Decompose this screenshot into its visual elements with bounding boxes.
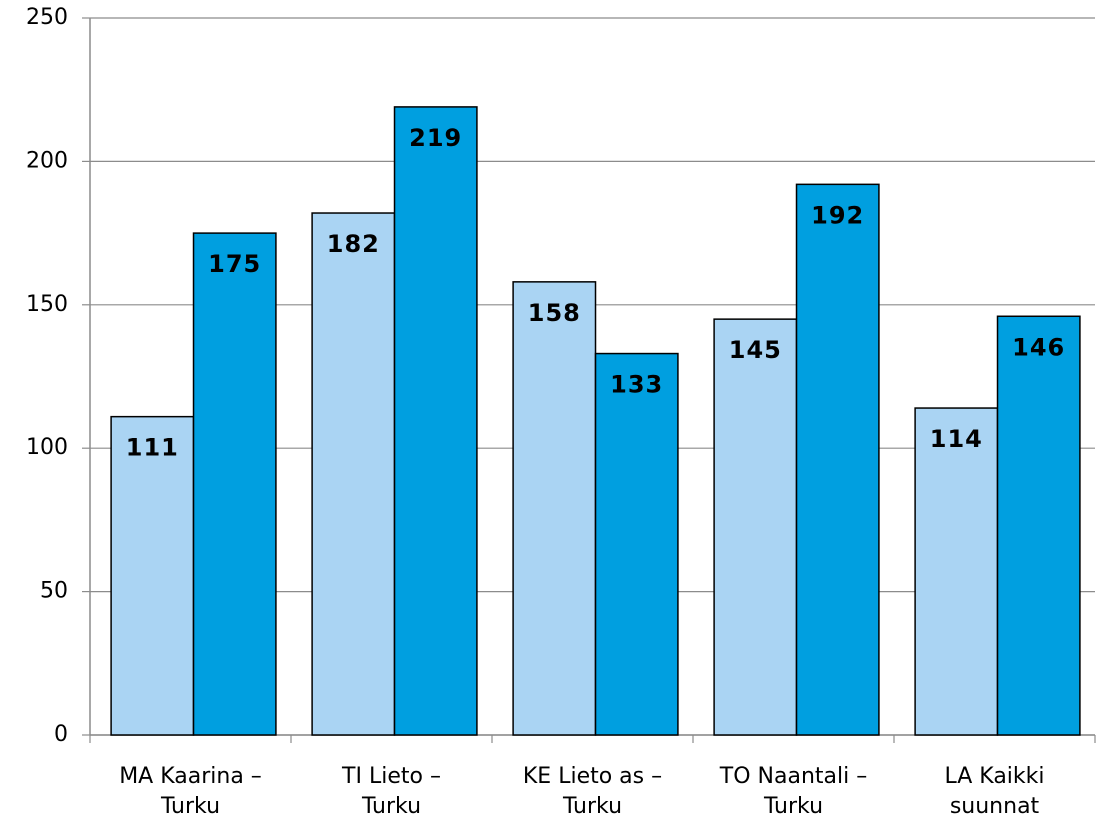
x-tick-label: TI Lieto – Turku bbox=[341, 764, 441, 819]
bar bbox=[795, 183, 880, 736]
y-tick-label: 100 bbox=[26, 435, 68, 460]
value-label: 133 bbox=[610, 371, 663, 399]
bar bbox=[996, 315, 1081, 736]
y-tick-label: 250 bbox=[26, 5, 68, 30]
bar bbox=[393, 106, 478, 736]
bar bbox=[594, 352, 679, 736]
value-label: 182 bbox=[327, 230, 380, 258]
value-label: 114 bbox=[930, 425, 983, 453]
y-tick-label: 200 bbox=[26, 148, 68, 173]
y-tick-label: 150 bbox=[26, 292, 68, 317]
value-label: 111 bbox=[126, 434, 179, 462]
value-label: 145 bbox=[729, 336, 782, 364]
x-tick-label: MA Kaarina – Turku bbox=[119, 764, 262, 819]
value-label: 175 bbox=[208, 250, 261, 278]
x-tick-label: TO Naantali – Turku bbox=[719, 764, 867, 819]
x-tick-label: LA Kaikki suunnat bbox=[944, 764, 1044, 819]
y-tick-label: 0 bbox=[54, 722, 68, 747]
bar bbox=[914, 407, 999, 736]
value-label: 158 bbox=[528, 299, 581, 327]
bar bbox=[713, 318, 798, 736]
value-label: 219 bbox=[409, 124, 462, 152]
bar bbox=[512, 281, 597, 736]
value-label: 192 bbox=[811, 201, 864, 229]
bar bbox=[110, 415, 195, 736]
x-tick-label: KE Lieto as – Turku bbox=[523, 764, 662, 819]
y-tick-label: 50 bbox=[40, 579, 68, 604]
value-label: 146 bbox=[1012, 333, 1065, 361]
bar bbox=[192, 232, 277, 736]
bar bbox=[311, 212, 396, 736]
